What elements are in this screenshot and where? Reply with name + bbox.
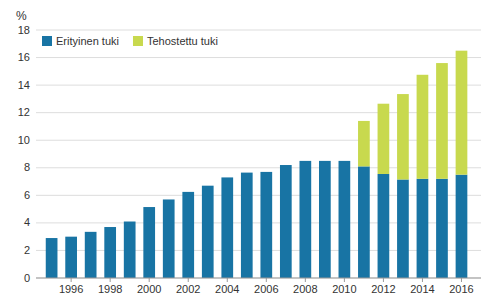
- bar-segment: [182, 191, 194, 192]
- bars: [46, 51, 468, 278]
- x-tick-label: 2006: [254, 283, 278, 295]
- bar-segment: [436, 63, 448, 179]
- bar-segment: [124, 221, 136, 222]
- y-tick-label: 8: [24, 161, 30, 173]
- chart: 0 2 4 6 8 10 12 14 16 18% 1996 1998 2000 2002 2004 2006…: [0, 0, 491, 302]
- bar-segment: [143, 207, 155, 208]
- bar-segment: [280, 165, 292, 278]
- x-tick-label: 2012: [371, 283, 395, 295]
- bar-segment: [104, 227, 116, 278]
- bar-segment: [260, 172, 272, 278]
- x-tick: [344, 278, 345, 282]
- grid-line: [36, 85, 481, 86]
- bar-segment: [124, 222, 136, 278]
- y-tick-label: 12: [18, 106, 30, 118]
- bar-segment: [65, 236, 77, 237]
- bar-segment: [163, 199, 175, 200]
- bar-segment: [339, 161, 351, 278]
- bar-segment: [417, 75, 429, 179]
- grid-line: [36, 195, 481, 196]
- x-tick-label: 2016: [449, 283, 473, 295]
- x-tick: [383, 278, 384, 282]
- bar-segment: [397, 179, 409, 278]
- bar-segment: [104, 227, 116, 228]
- bar-segment: [143, 207, 155, 278]
- grid: [36, 30, 481, 278]
- y-tick-label: 4: [24, 216, 30, 228]
- bar-segment: [319, 160, 331, 161]
- y-tick-label: 16: [18, 51, 30, 63]
- x-axis-line: [36, 278, 481, 279]
- grid-line: [36, 278, 481, 279]
- bar-segment: [221, 177, 233, 178]
- x-tick: [266, 278, 267, 282]
- bar-segment: [202, 185, 214, 186]
- y-tick-label: 2: [24, 244, 30, 256]
- bar-segment: [46, 238, 58, 239]
- x-tick: [188, 278, 189, 282]
- y-tick-label: 0: [24, 272, 30, 284]
- x-tick: [71, 278, 72, 282]
- bar-segment: [182, 192, 194, 278]
- legend-swatch: [133, 36, 143, 46]
- bar-segment: [85, 232, 97, 278]
- bar-segment: [299, 161, 311, 278]
- bar-segment: [319, 161, 331, 278]
- bar-segment: [299, 160, 311, 161]
- bar-segment: [280, 165, 292, 166]
- bar-segment: [65, 237, 77, 278]
- bar-segment: [436, 179, 448, 278]
- grid-line: [36, 222, 481, 223]
- y-tick-label: 6: [24, 189, 30, 201]
- bar-segment: [46, 238, 58, 278]
- x-tick-label: 2008: [293, 283, 317, 295]
- y-tick-label: 18: [18, 24, 30, 36]
- bar-segment: [221, 177, 233, 278]
- y-tick-label: 14: [18, 79, 30, 91]
- grid-line: [36, 250, 481, 251]
- legend-swatch: [42, 36, 52, 46]
- x-tick: [305, 278, 306, 282]
- bar-segment: [417, 179, 429, 278]
- x-tick-label: 2000: [137, 283, 161, 295]
- bar-segment: [241, 173, 253, 278]
- x-tick: [227, 278, 228, 282]
- bar-segment: [456, 51, 468, 175]
- grid-line: [36, 57, 481, 58]
- x-tick: [461, 278, 462, 282]
- x-tick: [422, 278, 423, 282]
- bar-segment: [260, 171, 272, 172]
- grid-line: [36, 112, 481, 113]
- bar-segment: [358, 166, 370, 278]
- bar-segment: [456, 175, 468, 278]
- grid-line: [36, 140, 481, 141]
- bar-segment: [378, 174, 390, 278]
- grid-line: [36, 30, 481, 31]
- bar-segment: [202, 186, 214, 278]
- legend-label: Tehostettu tuki: [147, 35, 218, 47]
- bar-segment: [163, 199, 175, 278]
- bar-segment: [397, 94, 409, 179]
- x-tick-label: 2014: [410, 283, 434, 295]
- bar-segment: [241, 172, 253, 173]
- bar-segment: [358, 121, 370, 166]
- x-tick-label: 1996: [59, 283, 83, 295]
- y-axis-label: %: [16, 9, 27, 23]
- x-tick-label: 1998: [98, 283, 122, 295]
- x-tick-label: 2004: [215, 283, 239, 295]
- legend-label: Erityinen tuki: [56, 35, 119, 47]
- x-tick: [149, 278, 150, 282]
- legend: Erityinen tuki Tehostettu tuki: [42, 35, 218, 47]
- x-tick: [110, 278, 111, 282]
- grid-line: [36, 167, 481, 168]
- bar-segment: [85, 231, 97, 232]
- bar-segment: [339, 160, 351, 161]
- x-tick-label: 2010: [332, 283, 356, 295]
- y-tick-label: 10: [18, 134, 30, 146]
- bar-segment: [378, 104, 390, 174]
- x-tick-label: 2002: [176, 283, 200, 295]
